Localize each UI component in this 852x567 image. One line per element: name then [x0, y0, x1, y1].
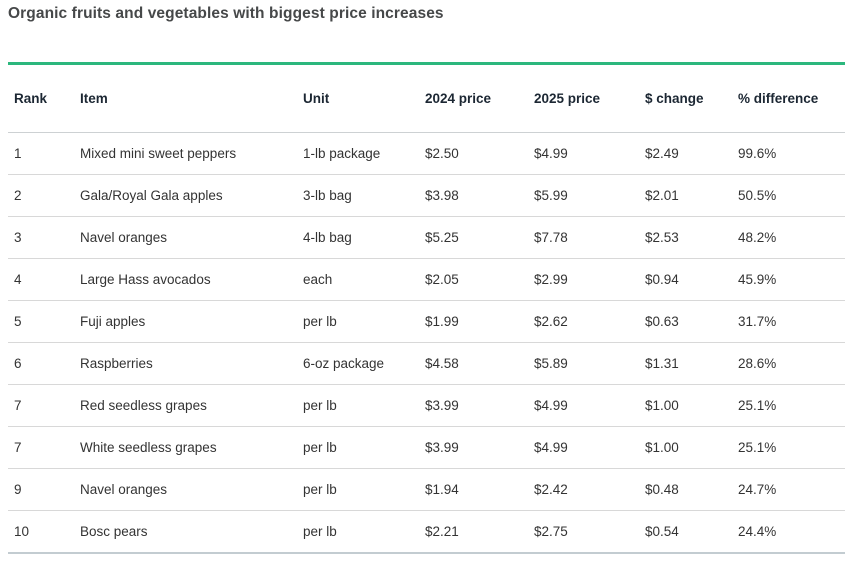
table-cell-change: $2.01 — [645, 188, 679, 203]
table-row: 9 Navel oranges per lb $1.94 $2.42 $0.48 24.7% — [8, 468, 845, 511]
table-cell-rank: 6 — [14, 356, 22, 371]
table-row: 10 Bosc pears per lb $2.21 $2.75 $0.54 24.4% — [8, 510, 845, 553]
table-cell-unit: per lb — [303, 314, 337, 329]
table-cell-rank: 2 — [14, 188, 22, 203]
price-increase-table: Rank Item Unit 2024 price 2025 price $ change… — [8, 62, 845, 554]
table-row: 1 Mixed mini sweet peppers 1-lb package $2.… — [8, 133, 845, 175]
table-cell-item: Raspberries — [80, 356, 153, 371]
table-cell-rank: 10 — [14, 523, 30, 539]
table-cell-2024-price: $2.21 — [425, 523, 459, 539]
table-cell-item: Gala/Royal Gala apples — [80, 188, 223, 203]
table-cell-difference: 24.7% — [738, 482, 777, 497]
table-cell-unit: 4-lb bag — [303, 230, 352, 245]
table-row: 4 Large Hass avocados each $2.05 $2.99 $0.94 4… — [8, 258, 845, 301]
table-cell-2024-price: $2.05 — [425, 272, 459, 287]
table-cell-2025-price: $2.42 — [534, 482, 568, 497]
table-cell-change: $2.53 — [645, 230, 679, 245]
column-header-change: $ change — [639, 63, 732, 133]
table-cell-difference: 31.7% — [738, 314, 777, 329]
column-header-rank: Rank — [8, 63, 74, 133]
column-header-item: Item — [74, 63, 297, 133]
table-cell-item: Bosc pears — [80, 523, 148, 539]
table-cell-change: $1.00 — [645, 398, 679, 413]
table-cell-item: Navel oranges — [80, 482, 168, 497]
table-cell-unit: per lb — [303, 398, 337, 413]
table-cell-item: Fuji apples — [80, 314, 146, 329]
table-cell-difference: 50.5% — [738, 188, 777, 203]
chart-title: Organic fruits and vegetables with bigge… — [8, 5, 444, 22]
table-cell-2024-price: $3.99 — [425, 398, 459, 413]
table-cell-unit: 6-oz package — [303, 356, 385, 371]
table-cell-rank: 1 — [14, 146, 22, 161]
table-row: 6 Raspberries 6-oz package $4.58 $5.89 $1.31 2… — [8, 342, 845, 385]
table-cell-rank: 9 — [14, 482, 22, 497]
table-cell-item: Mixed mini sweet peppers — [80, 146, 237, 161]
table-cell-2025-price: $5.99 — [534, 188, 568, 203]
column-header-difference: % difference — [732, 63, 845, 133]
table-row: 2 Gala/Royal Gala apples 3-lb bag $3.98 $5.9… — [8, 174, 845, 217]
table-cell-difference: 25.1% — [738, 440, 777, 455]
table-cell-2025-price: $4.99 — [534, 146, 568, 161]
table-cell-change: $0.94 — [645, 272, 679, 287]
table-cell-change: $0.63 — [645, 314, 679, 329]
table-row: 7 Red seedless grapes per lb $3.99 $4.99 $1.0… — [8, 384, 845, 427]
table-cell-rank: 7 — [14, 440, 22, 455]
table-cell-2024-price: $5.25 — [425, 230, 459, 245]
table-cell-difference: 24.4% — [738, 523, 777, 539]
table-cell-rank: 4 — [14, 272, 22, 287]
table-cell-change: $2.49 — [645, 146, 679, 161]
table-cell-difference: 99.6% — [738, 146, 777, 161]
table-cell-unit: 3-lb bag — [303, 188, 352, 203]
table-cell-2025-price: $2.75 — [534, 523, 568, 539]
table-cell-rank: 3 — [14, 230, 22, 245]
table-graphic: Organic fruits and vegetables with bigge… — [8, 3, 845, 554]
column-header-2025-price: 2025 price — [528, 63, 639, 133]
table-cell-item: White seedless grapes — [80, 440, 217, 455]
table-cell-item: Navel oranges — [80, 230, 168, 245]
table-cell-2025-price: $2.99 — [534, 272, 568, 287]
table-cell-unit: each — [303, 272, 333, 287]
table-cell-difference: 48.2% — [738, 230, 777, 245]
table-cell-rank: 5 — [14, 314, 22, 329]
table-cell-item: Large Hass avocados — [80, 272, 211, 287]
table-cell-unit: per lb — [303, 523, 337, 539]
table-cell-rank: 7 — [14, 398, 22, 413]
table-cell-change: $0.48 — [645, 482, 679, 497]
table-cell-difference: 45.9% — [738, 272, 777, 287]
header-row: Rank Item Unit 2024 price 2025 price $ change… — [8, 63, 845, 133]
table-cell-2024-price: $3.98 — [425, 188, 459, 203]
table-cell-unit: per lb — [303, 440, 337, 455]
table-cell-unit: per lb — [303, 482, 337, 497]
table-row: 5 Fuji apples per lb $1.99 $2.62 $0.63 31.7% — [8, 300, 845, 343]
table-cell-2025-price: $7.78 — [534, 230, 568, 245]
table-cell-difference: 25.1% — [738, 398, 777, 413]
table-row: 3 Navel oranges 4-lb bag $5.25 $7.78 $2.53 48.… — [8, 216, 845, 259]
table-cell-change: $1.31 — [645, 356, 679, 371]
table-body: 1 Mixed mini sweet peppers 1-lb package $2.… — [8, 133, 845, 553]
table-cell-item: Red seedless grapes — [80, 398, 207, 413]
table-cell-2025-price: $2.62 — [534, 314, 568, 329]
table-cell-2024-price: $1.94 — [425, 482, 459, 497]
column-header-2024-price: 2024 price — [419, 63, 528, 133]
table-cell-2024-price: $3.99 — [425, 440, 459, 455]
table-cell-2024-price: $1.99 — [425, 314, 459, 329]
table-header: Rank Item Unit 2024 price 2025 price $ change… — [8, 63, 845, 133]
table-cell-2025-price: $5.89 — [534, 356, 568, 371]
table-cell-change: $1.00 — [645, 440, 679, 455]
table-cell-change: $0.54 — [645, 523, 679, 539]
table-cell-2024-price: $2.50 — [425, 146, 459, 161]
column-header-unit: Unit — [297, 63, 419, 133]
table-cell-difference: 28.6% — [738, 356, 777, 371]
table-cell-2024-price: $4.58 — [425, 356, 459, 371]
table-cell-2025-price: $4.99 — [534, 398, 568, 413]
table-row: 7 White seedless grapes per lb $3.99 $4.99 $1… — [8, 426, 845, 469]
table-cell-2025-price: $4.99 — [534, 440, 568, 455]
table-cell-unit: 1-lb package — [303, 146, 381, 161]
